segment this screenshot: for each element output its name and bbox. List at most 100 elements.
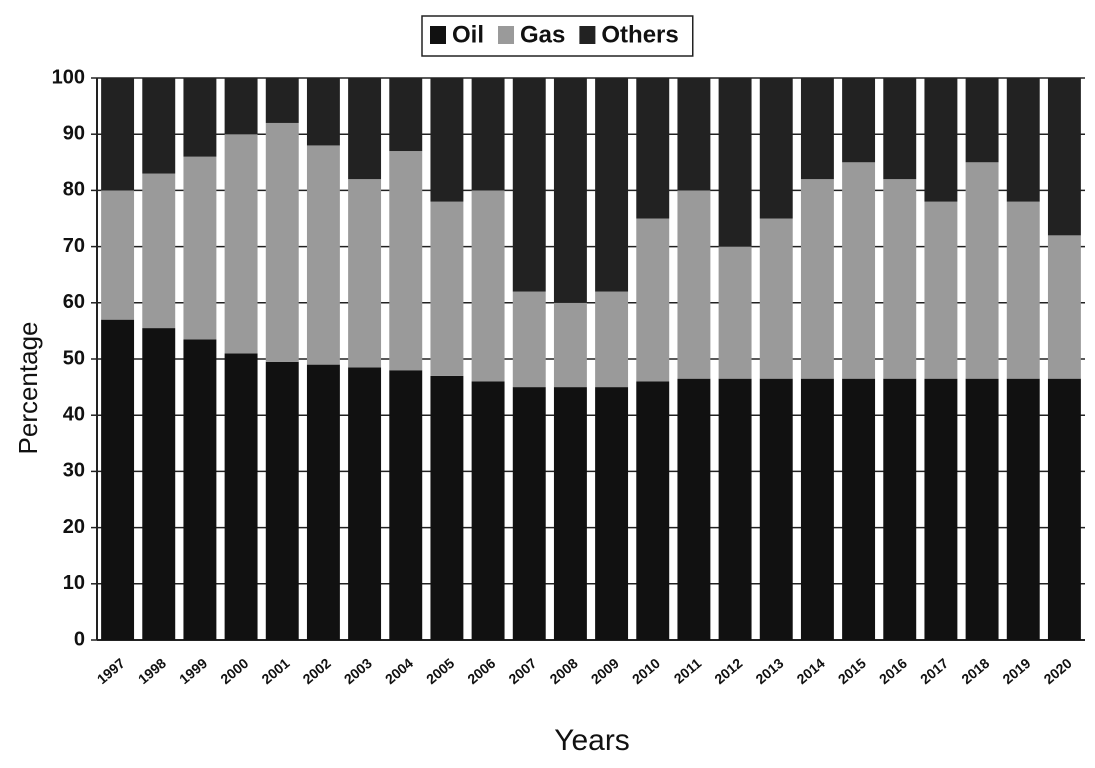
bar-segment xyxy=(595,78,628,292)
bar-segment xyxy=(554,78,587,303)
bar-segment xyxy=(760,78,793,219)
bar-segment xyxy=(719,379,752,640)
bar-segment xyxy=(636,381,669,640)
x-tick-label: 2019 xyxy=(999,655,1033,687)
bar-segment xyxy=(183,78,216,157)
legend-label: Oil xyxy=(452,21,484,48)
y-tick-label: 90 xyxy=(63,122,85,144)
bar-segment xyxy=(266,123,299,362)
bar-segment xyxy=(348,367,381,640)
x-tick-label: 2018 xyxy=(958,655,992,687)
bar-segment xyxy=(883,379,916,640)
x-tick-label: 2016 xyxy=(876,655,910,687)
bar-segment xyxy=(719,247,752,379)
bar-segment xyxy=(513,292,546,388)
bar-segment xyxy=(801,379,834,640)
bar-segment xyxy=(348,179,381,367)
bar-segment xyxy=(389,78,422,151)
bar-segment xyxy=(883,179,916,379)
x-tick-label: 2013 xyxy=(752,655,786,687)
x-tick-label: 2010 xyxy=(629,655,663,687)
bar-segment xyxy=(225,134,258,353)
bar-segment xyxy=(101,78,134,190)
bar-segment xyxy=(389,370,422,640)
bar-segment xyxy=(677,190,710,378)
bar-segment xyxy=(389,151,422,370)
bar-segment xyxy=(554,303,587,387)
bar-segment xyxy=(225,78,258,134)
bar-segment xyxy=(677,78,710,190)
bar-segment xyxy=(142,78,175,174)
y-tick-label: 20 xyxy=(63,516,85,538)
bar-segment xyxy=(636,219,669,382)
bar-segment xyxy=(1048,379,1081,640)
x-tick-label: 2020 xyxy=(1041,655,1075,687)
bar-segment xyxy=(142,174,175,329)
bar-segment xyxy=(801,179,834,379)
bar-segment xyxy=(924,202,957,379)
x-tick-label: 1997 xyxy=(94,655,128,687)
x-tick-label: 2003 xyxy=(341,655,375,687)
bar-segment xyxy=(348,78,381,179)
x-tick-label: 2014 xyxy=(794,655,828,687)
bar-segment xyxy=(101,190,134,319)
y-tick-label: 100 xyxy=(52,66,85,88)
x-tick-label: 2002 xyxy=(300,655,334,687)
y-tick-label: 30 xyxy=(63,460,85,482)
bar-segment xyxy=(307,78,340,145)
bar-segment xyxy=(183,157,216,340)
bar-segment xyxy=(142,328,175,640)
y-tick-label: 0 xyxy=(74,628,85,650)
bar-segment xyxy=(225,353,258,640)
bar-segment xyxy=(966,78,999,162)
bar-segment xyxy=(719,78,752,247)
y-tick-label: 40 xyxy=(63,403,85,425)
bar-segment xyxy=(636,78,669,219)
x-tick-label: 2004 xyxy=(382,655,416,687)
bar-segment xyxy=(307,365,340,640)
legend-label: Gas xyxy=(520,21,565,48)
x-tick-label: 2007 xyxy=(505,655,539,687)
bar-segment xyxy=(1048,78,1081,235)
legend-swatch xyxy=(430,26,446,44)
bar-segment xyxy=(842,379,875,640)
bar-segment xyxy=(266,362,299,640)
x-tick-label: 2001 xyxy=(258,655,292,687)
bar-segment xyxy=(966,162,999,378)
bar-segment xyxy=(472,381,505,640)
x-tick-label: 2009 xyxy=(588,655,622,687)
x-tick-label: 2011 xyxy=(671,655,705,687)
bar-segment xyxy=(677,379,710,640)
bar-segment xyxy=(842,78,875,162)
bar-segment xyxy=(266,78,299,123)
bar-segment xyxy=(760,379,793,640)
x-tick-label: 1998 xyxy=(135,655,169,687)
x-tick-label: 2005 xyxy=(423,655,457,687)
y-tick-label: 80 xyxy=(63,179,85,201)
bar-segment xyxy=(101,320,134,640)
x-tick-label: 2008 xyxy=(547,655,581,687)
bar-segment xyxy=(430,78,463,202)
bar-segment xyxy=(430,376,463,640)
bar-segment xyxy=(595,292,628,388)
bar-segment xyxy=(801,78,834,179)
bar-segment xyxy=(924,379,957,640)
x-tick-label: 2015 xyxy=(835,655,869,687)
x-tick-label: 1999 xyxy=(176,655,210,687)
bar-segment xyxy=(554,387,587,640)
bar-segment xyxy=(513,387,546,640)
bar-segment xyxy=(307,145,340,364)
y-axis-label: Percentage xyxy=(13,322,43,455)
bar-segment xyxy=(513,78,546,292)
legend-label: Others xyxy=(601,21,678,48)
bar-segment xyxy=(1048,235,1081,378)
bar-segment xyxy=(924,78,957,202)
x-tick-label: 2006 xyxy=(464,655,498,687)
bar-segment xyxy=(472,78,505,190)
y-tick-label: 60 xyxy=(63,291,85,313)
x-tick-label: 2017 xyxy=(917,655,951,687)
bar-segment xyxy=(760,219,793,379)
bar-segment xyxy=(1007,78,1040,202)
x-tick-label: 2000 xyxy=(217,655,251,687)
bar-segment xyxy=(883,78,916,179)
